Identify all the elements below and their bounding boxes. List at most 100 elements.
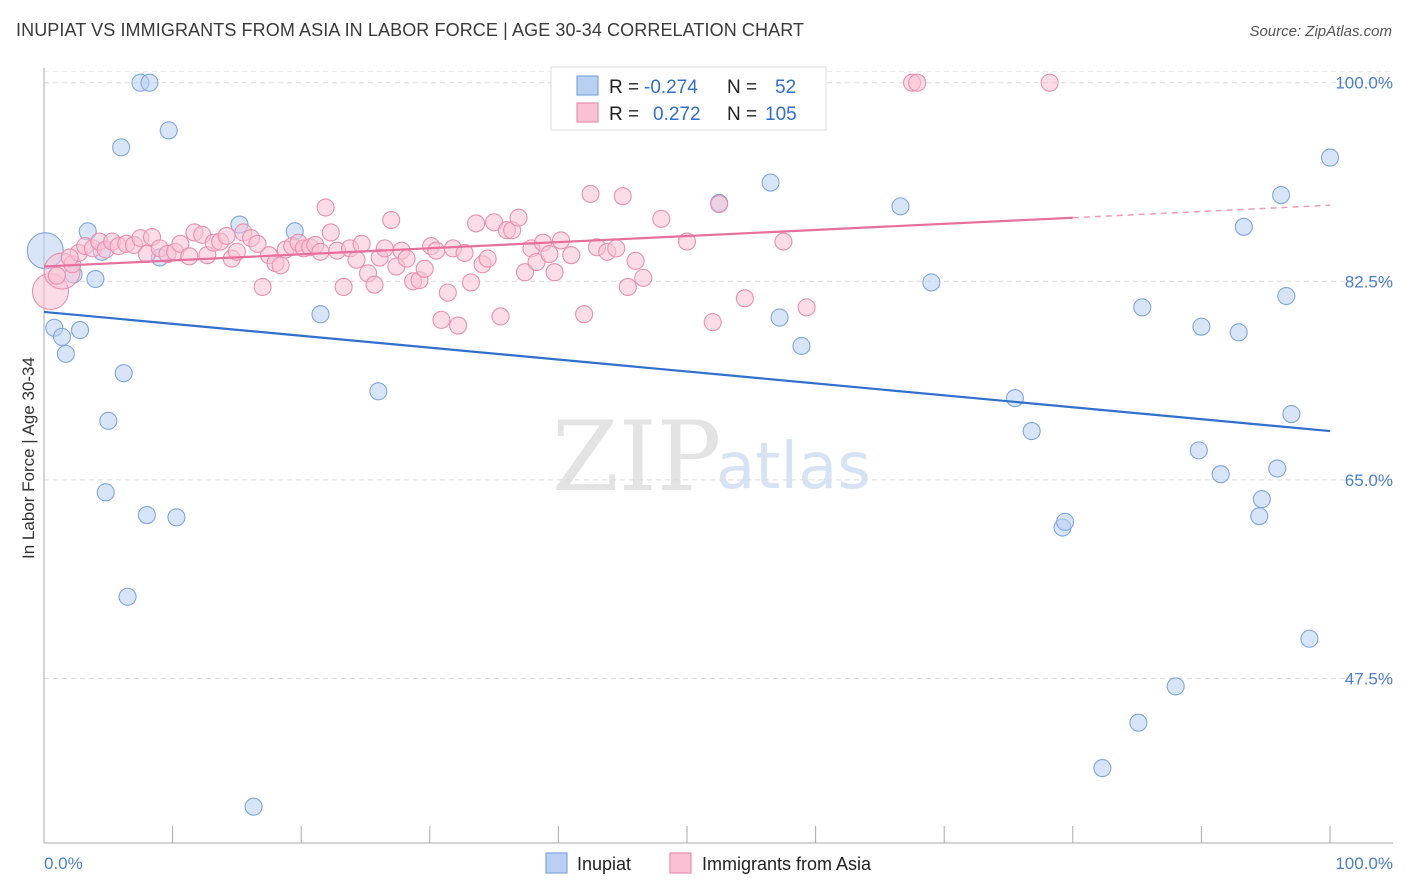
trend-line-immigrants-asia: [43, 216, 1073, 268]
data-point: [515, 263, 535, 282]
chart-title: INUPIAT VS IMMIGRANTS FROM ASIA IN LABOR…: [16, 20, 805, 40]
data-point: [114, 364, 133, 383]
data-point: [703, 313, 722, 332]
y-tick-labels: 47.5% 65.0% 82.5% 100.0%: [1335, 74, 1393, 689]
data-point: [613, 187, 632, 206]
trend-line-inupiat: [43, 310, 1331, 433]
data-point: [99, 411, 118, 430]
data-point: [761, 173, 780, 192]
data-point: [1252, 490, 1271, 509]
data-point: [485, 213, 504, 232]
data-point: [455, 243, 474, 262]
data-point: [618, 277, 637, 297]
data-point: [1133, 298, 1152, 317]
data-point: [352, 234, 371, 253]
data-point: [118, 587, 137, 606]
data-point: [86, 269, 105, 289]
legend-n-label-2: N =: [727, 104, 757, 125]
data-point: [427, 241, 446, 260]
data-point: [1093, 759, 1112, 778]
data-point: [227, 242, 246, 261]
data-point: [1272, 185, 1291, 205]
watermark: ZIP atlas: [552, 401, 871, 513]
data-point: [478, 249, 497, 268]
legend-r-label-1: R =: [609, 77, 639, 98]
data-point: [575, 305, 594, 324]
data-point: [1040, 73, 1059, 92]
data-point: [1005, 389, 1024, 408]
data-point: [1250, 507, 1269, 526]
data-point: [891, 197, 910, 216]
y-axis-title: In Labor Force | Age 30-34: [19, 357, 38, 559]
data-point: [47, 266, 66, 285]
bottom-legend-swatch-immigrants-asia: [669, 852, 692, 874]
data-point: [581, 184, 600, 203]
bottom-legend-label-inupiat: Inupiat: [577, 854, 631, 874]
series-legend: Inupiat Immigrants from Asia: [545, 852, 872, 874]
legend-swatch-inupiat: [576, 75, 599, 96]
watermark-zip: ZIP: [552, 401, 721, 513]
y-tick-label: 82.5%: [1345, 272, 1393, 291]
data-point: [397, 249, 416, 268]
data-point: [52, 327, 72, 346]
watermark-atlas: atlas: [716, 430, 871, 504]
bottom-legend-swatch-inupiat: [545, 852, 568, 874]
bottom-legend-label-immigrants-asia: Immigrants from Asia: [702, 854, 872, 874]
data-point: [271, 256, 290, 275]
data-point: [449, 316, 468, 335]
data-point: [167, 508, 186, 527]
data-point: [171, 234, 190, 253]
data-point: [1277, 286, 1296, 306]
y-tick-label: 65.0%: [1345, 471, 1393, 490]
y-tick-label: 100.0%: [1335, 74, 1393, 93]
data-point: [770, 308, 789, 327]
data-point: [382, 210, 401, 230]
data-point: [1234, 217, 1253, 236]
data-point: [334, 277, 353, 297]
data-point: [253, 277, 272, 297]
data-point: [545, 263, 564, 282]
data-point: [1300, 629, 1319, 648]
data-point: [491, 307, 510, 326]
series-immigrants-asia: [31, 73, 1059, 335]
axes: [43, 68, 1393, 844]
data-point: [415, 259, 434, 278]
data-point: [321, 223, 340, 242]
legend-r-label-2: R =: [609, 104, 639, 125]
data-point: [311, 242, 330, 261]
data-point: [1282, 405, 1301, 424]
data-point: [527, 252, 546, 272]
data-point: [1056, 512, 1075, 531]
data-point: [369, 382, 388, 401]
data-point: [432, 310, 451, 329]
correlation-legend: R = -0.274 N = 52 R = 0.272 N = 105: [550, 66, 827, 131]
data-point: [347, 250, 366, 269]
data-point: [634, 268, 653, 287]
data-point: [1129, 713, 1148, 732]
data-point: [438, 283, 457, 302]
data-point: [180, 247, 199, 266]
data-point: [60, 248, 79, 267]
data-point: [467, 214, 486, 233]
data-point: [1022, 422, 1041, 441]
data-point: [710, 195, 729, 214]
source-label: Source: ZipAtlas.com: [1249, 23, 1392, 40]
data-point: [140, 73, 159, 92]
legend-r-value-2: 0.272: [653, 104, 701, 125]
data-point: [137, 505, 156, 525]
data-point: [244, 797, 263, 816]
legend-n-label-1: N =: [727, 77, 757, 98]
data-point: [922, 273, 941, 292]
data-point: [652, 209, 671, 228]
data-point: [551, 231, 571, 250]
data-point: [509, 208, 528, 227]
data-point: [792, 336, 811, 356]
data-point: [1268, 459, 1287, 478]
data-point: [735, 289, 754, 308]
data-point: [311, 305, 330, 324]
data-point: [774, 232, 793, 251]
data-point: [908, 73, 927, 92]
data-point: [1229, 323, 1248, 342]
data-point: [112, 138, 131, 157]
series-inupiat: [26, 73, 1340, 816]
